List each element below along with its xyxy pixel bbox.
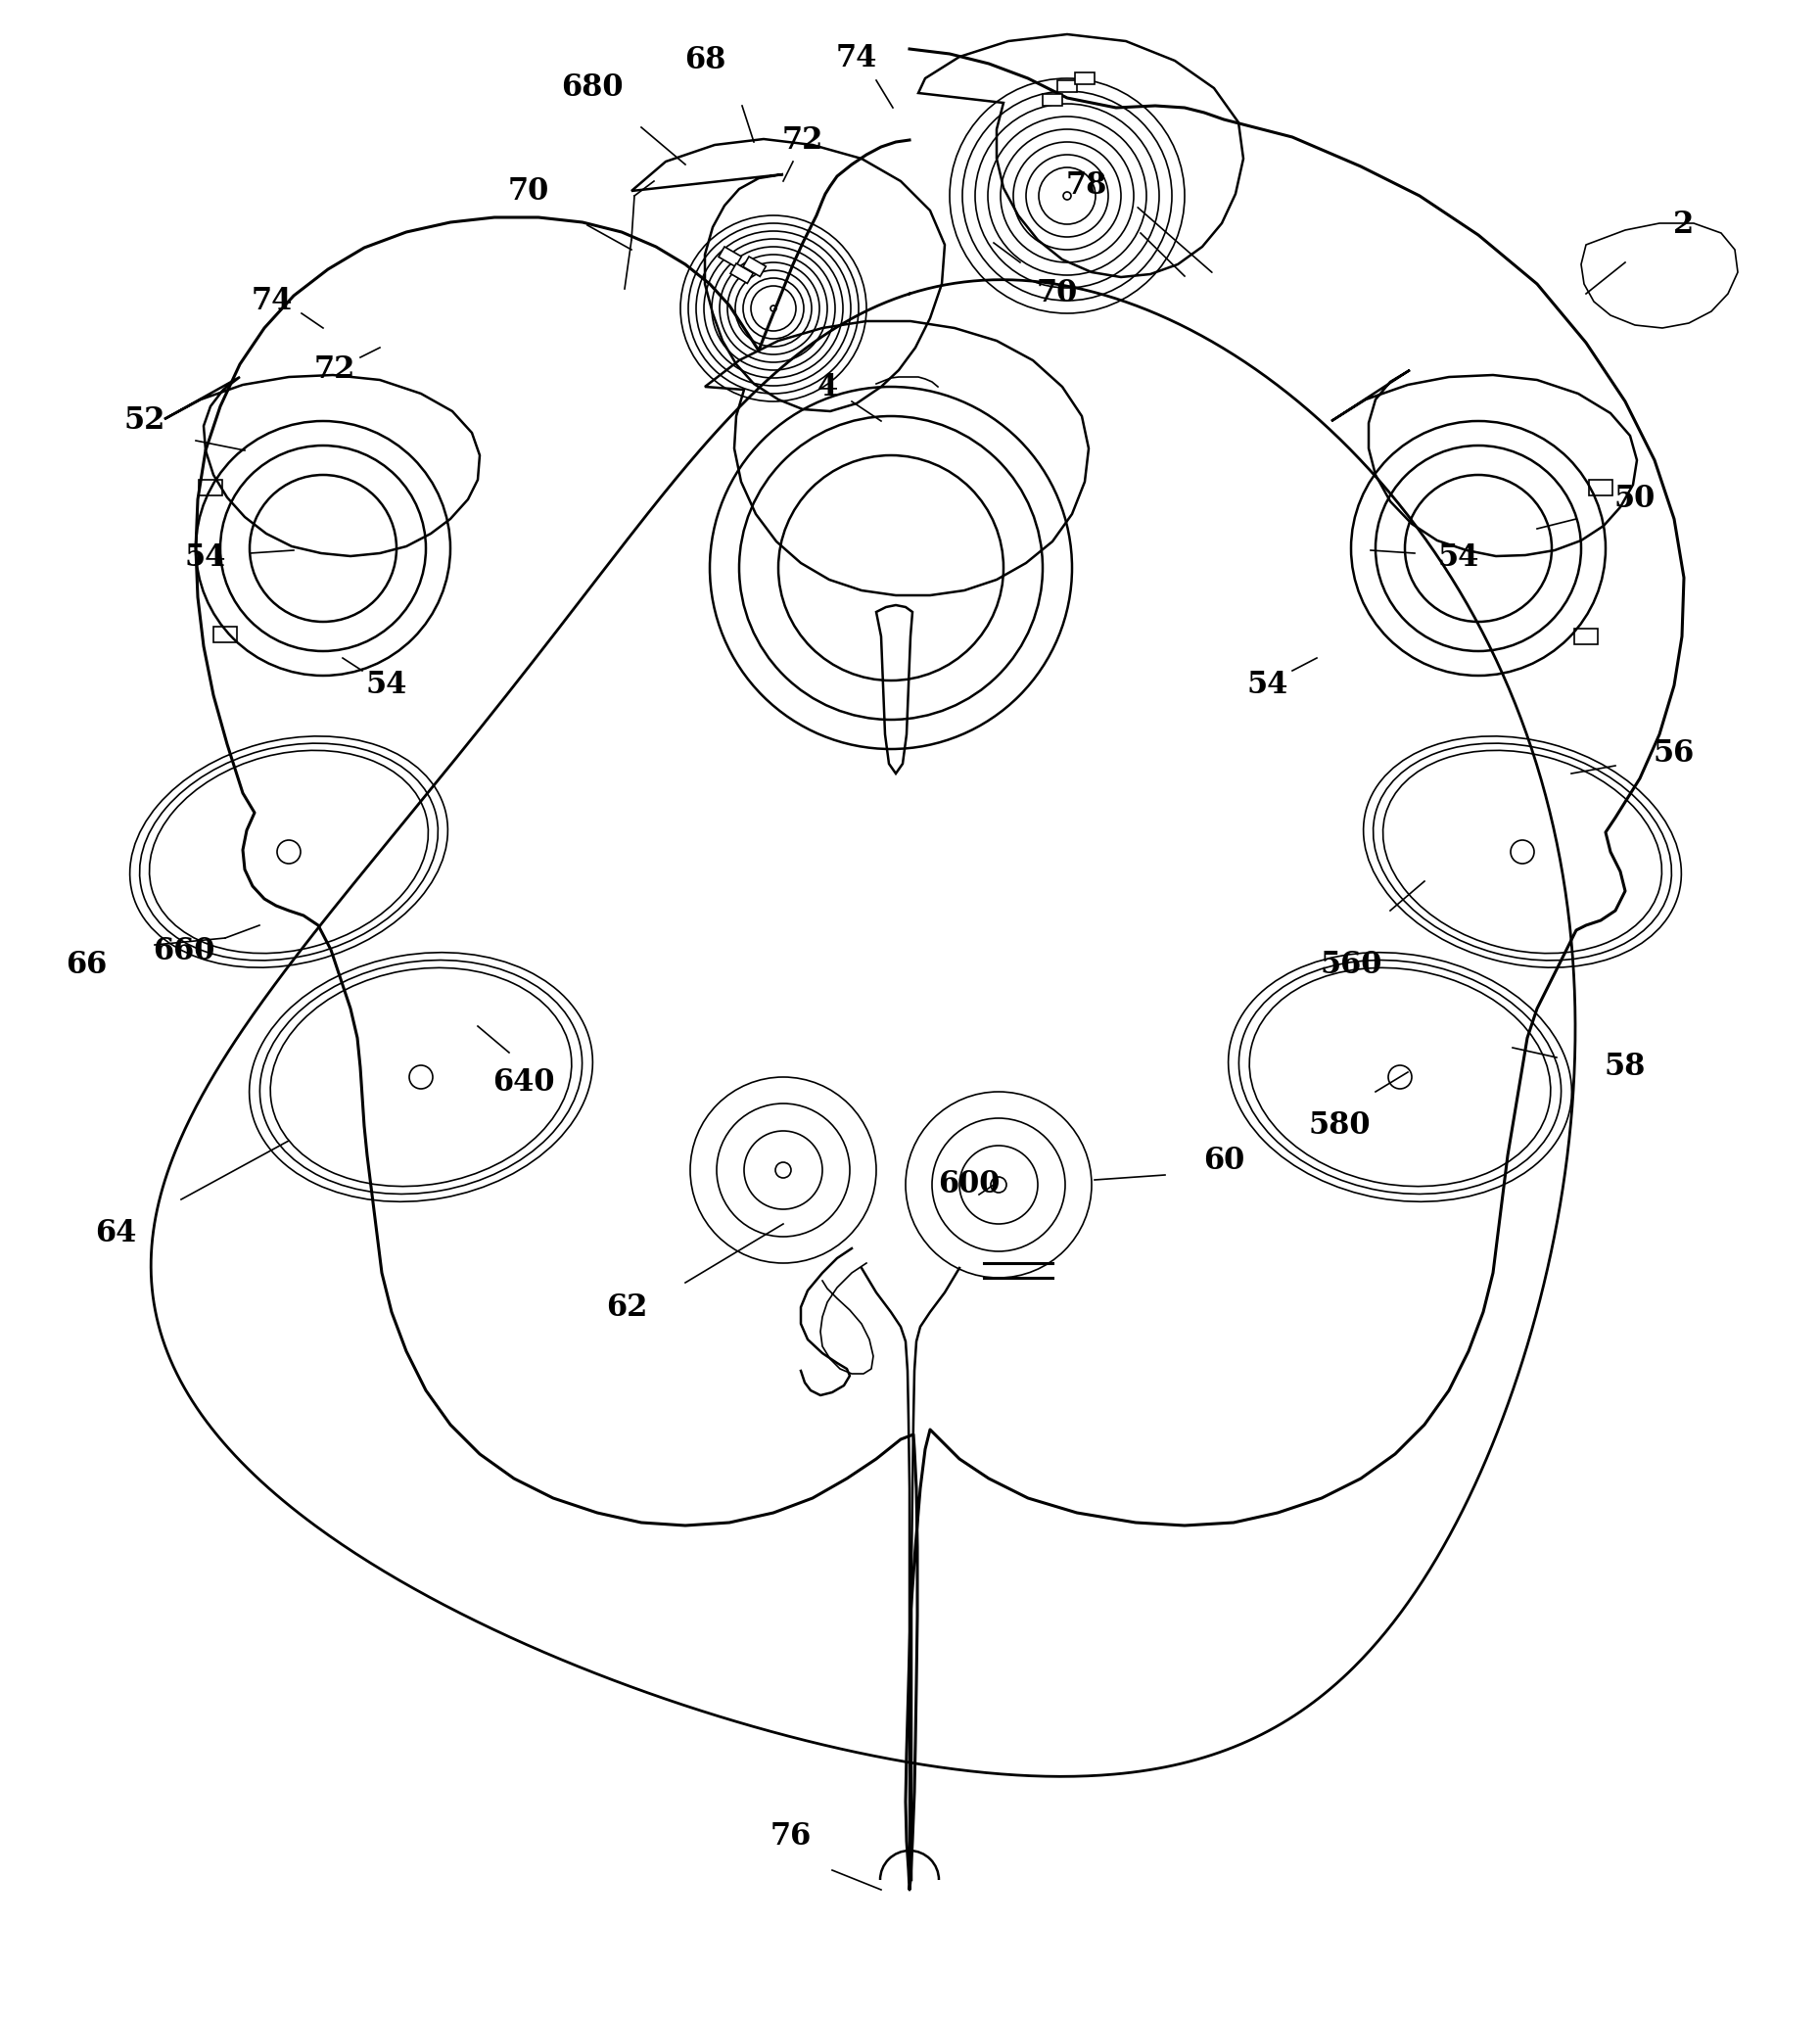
Text: 2: 2 bbox=[1674, 210, 1694, 240]
Text: 660: 660 bbox=[153, 937, 215, 967]
Text: 580: 580 bbox=[1309, 1110, 1370, 1141]
Text: 74: 74 bbox=[251, 287, 293, 317]
Bar bbox=[198, 481, 222, 495]
Text: 78: 78 bbox=[1067, 172, 1107, 202]
Text: 66: 66 bbox=[66, 949, 107, 979]
Bar bbox=[1043, 95, 1063, 105]
Bar bbox=[719, 246, 741, 267]
Text: 54: 54 bbox=[186, 543, 226, 573]
Bar bbox=[743, 256, 766, 277]
Text: 56: 56 bbox=[1653, 739, 1694, 769]
Text: 680: 680 bbox=[561, 73, 624, 103]
Text: 62: 62 bbox=[606, 1292, 648, 1322]
Bar bbox=[730, 262, 753, 283]
Bar bbox=[213, 626, 237, 642]
Text: 60: 60 bbox=[1203, 1145, 1245, 1175]
Text: 54: 54 bbox=[1247, 670, 1289, 701]
Text: 54: 54 bbox=[1438, 543, 1480, 573]
Text: 72: 72 bbox=[783, 125, 823, 155]
Text: 70: 70 bbox=[1037, 279, 1077, 309]
Text: 560: 560 bbox=[1320, 949, 1381, 979]
Bar bbox=[1589, 481, 1613, 495]
Text: 58: 58 bbox=[1605, 1052, 1645, 1082]
Bar bbox=[1574, 628, 1598, 644]
Text: 72: 72 bbox=[315, 355, 355, 386]
Text: 54: 54 bbox=[366, 670, 408, 701]
Text: 70: 70 bbox=[508, 176, 550, 206]
Text: 76: 76 bbox=[770, 1821, 812, 1851]
Bar bbox=[1076, 73, 1094, 85]
Text: 4: 4 bbox=[817, 371, 837, 402]
Text: 52: 52 bbox=[124, 406, 166, 436]
Text: 64: 64 bbox=[95, 1219, 136, 1250]
Text: 50: 50 bbox=[1614, 485, 1656, 515]
Text: 68: 68 bbox=[684, 46, 726, 77]
Text: 600: 600 bbox=[937, 1169, 1001, 1199]
Text: 640: 640 bbox=[493, 1066, 555, 1096]
Text: 74: 74 bbox=[835, 44, 877, 75]
Bar bbox=[1057, 81, 1077, 93]
